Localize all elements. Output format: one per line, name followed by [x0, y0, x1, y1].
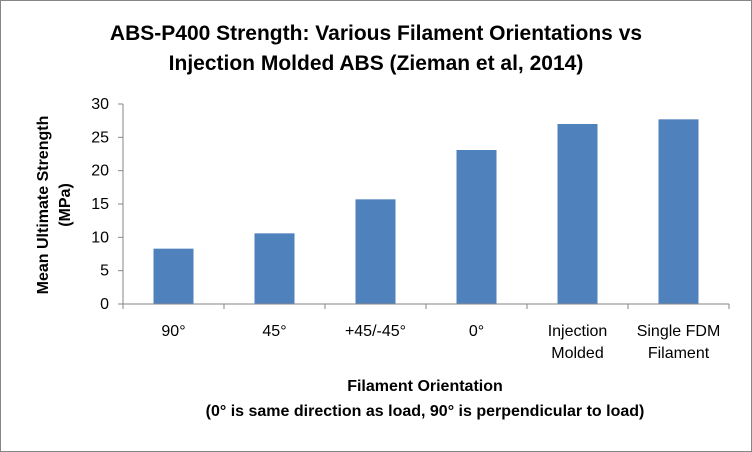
x-axis-title-line-1: Filament Orientation	[347, 378, 503, 395]
y-tick-label-6: 30	[91, 96, 109, 113]
x-tick-label-5-line-2: Filament	[648, 345, 710, 362]
bar-3	[456, 150, 497, 304]
chart-title-line-2: Injection Molded ABS (Zieman et al, 2014…	[169, 52, 584, 75]
y-tick-label-0: 0	[100, 296, 109, 313]
bar-5	[658, 119, 699, 304]
y-axis-title-line-1: Mean Ultimate Strength	[35, 116, 52, 295]
plot-area: 0 5 10 15 20 25 30 90° 45° +45/-45° 0° Injection Mol…	[91, 96, 730, 362]
x-tick-label-0: 90°	[161, 323, 185, 340]
bar-4	[557, 124, 598, 304]
x-tick-label-2: +45/-45°	[345, 323, 406, 340]
x-tick-label-4-line-2: Molded	[551, 345, 603, 362]
y-tick-label-5: 25	[91, 129, 109, 146]
x-tick-label-5-line-1: Single FDM	[637, 323, 721, 340]
y-tick-label-2: 10	[91, 229, 109, 246]
x-axis-title-line-2: (0° is same direction as load, 90° is pe…	[206, 403, 645, 420]
x-tick-label-1: 45°	[262, 323, 286, 340]
y-tick-label-1: 5	[100, 263, 109, 280]
bar-1	[254, 233, 295, 304]
x-tick-label-3: 0°	[469, 323, 484, 340]
bar-0	[153, 248, 194, 304]
chart-title-line-1: ABS-P400 Strength: Various Filament Orie…	[110, 22, 642, 45]
bar-2	[355, 199, 396, 304]
y-tick-label-3: 15	[91, 196, 109, 213]
x-tick-label-4-line-1: Injection	[548, 323, 608, 340]
y-tick-label-4: 20	[91, 163, 109, 180]
y-axis-title-line-2: (MPa)	[57, 183, 74, 227]
